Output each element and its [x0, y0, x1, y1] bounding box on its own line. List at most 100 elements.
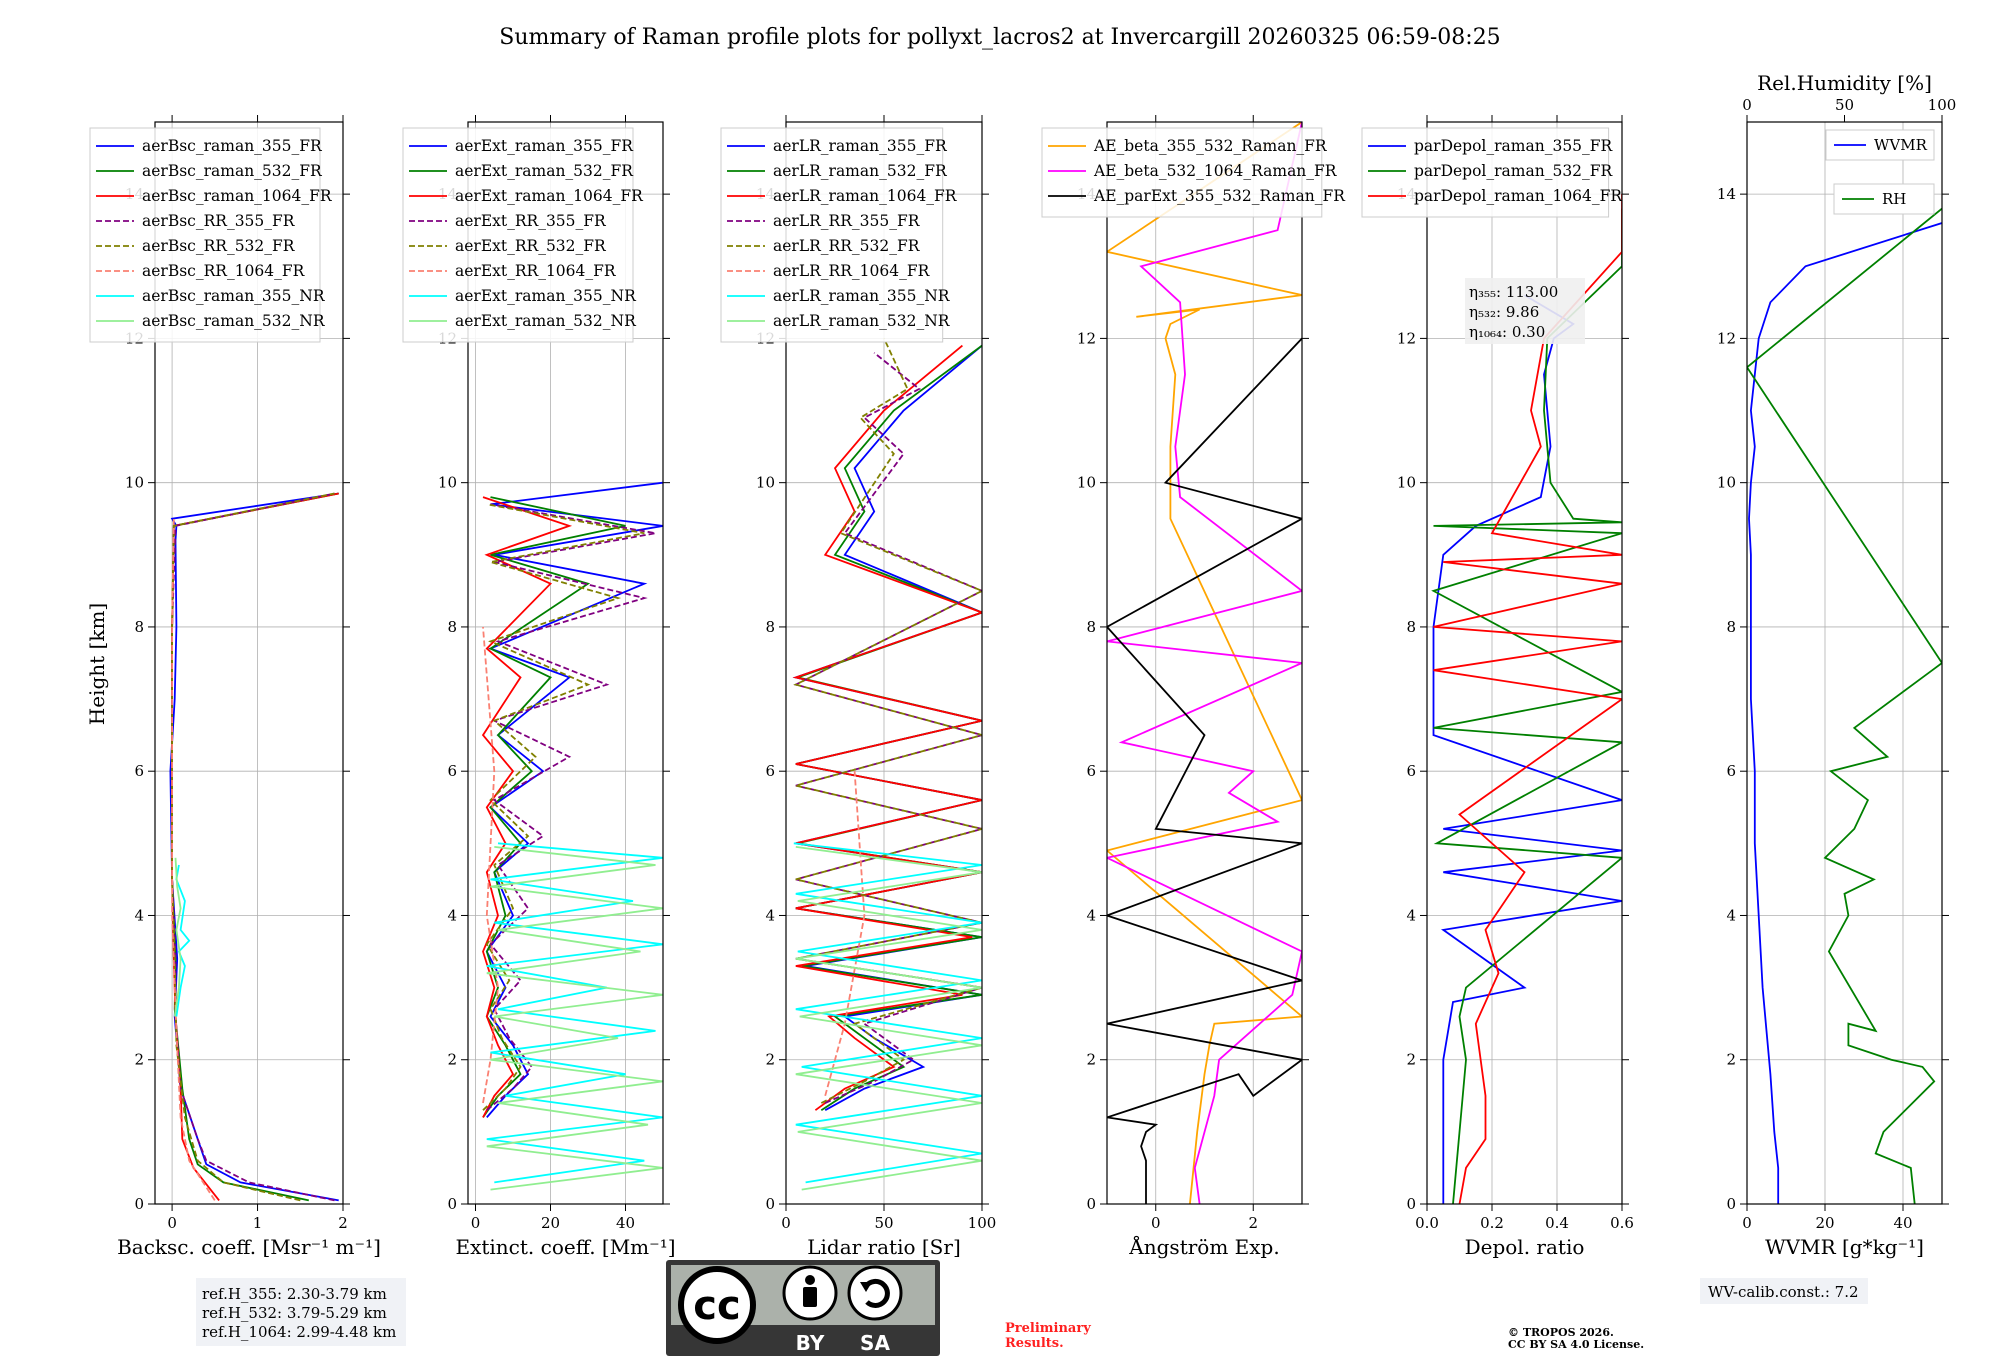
y-tick-label: 12	[1397, 329, 1416, 347]
ref-height-1064: ref.H_1064: 2.99-4.48 km	[202, 1323, 396, 1341]
series-aerext-raman-532-nr	[486, 846, 663, 1191]
series-aerbsc-raman-355-fr	[169, 492, 339, 1202]
series-aerext-raman-355-nr	[486, 842, 663, 1184]
legend-label-aerext-rr-532-fr: aerExt_RR_532_FR	[455, 237, 607, 255]
footer: ref.H_355: 2.30-3.79 km ref.H_532: 3.79-…	[196, 1260, 1868, 1356]
legend-label-aerlr-raman-1064-fr: aerLR_raman_1064_FR	[773, 187, 958, 205]
legend-label-aerbsc-rr-355-fr: aerBsc_RR_355_FR	[142, 212, 296, 230]
series-group	[169, 492, 339, 1202]
series-aerext-rr-532-fr	[482, 503, 645, 1111]
legend: parDepol_raman_355_FR parDepol_raman_532_…	[1361, 127, 1623, 218]
panel-frame	[154, 121, 344, 1205]
legend: aerBsc_raman_355_FR aerBsc_raman_532_FRae…	[89, 127, 333, 343]
top-x-tick-label: 100	[1928, 96, 1957, 114]
cc-circle-icon	[678, 1266, 756, 1344]
x-tick-label: 2	[1248, 1214, 1258, 1232]
y-tick-label: 4	[1086, 906, 1096, 924]
copyright-line: CC BY SA 4.0 License.	[1508, 1338, 1644, 1351]
series-aerbsc-rr-355-fr	[171, 492, 335, 1202]
y-tick-label: 10	[756, 474, 775, 492]
legend-label-aerlr-raman-355-fr: aerLR_raman_355_FR	[773, 137, 948, 155]
series-aerbsc-raman-355-nr	[175, 864, 191, 1017]
panel-wv: 0 2 4 6 8 10 12 14 0 20 40 WVMR [g*kg⁻¹] 0 50 100Rel.H…	[1717, 71, 1956, 1259]
x-tick-label: 40	[1893, 1214, 1912, 1232]
y-tick-label: 0	[1086, 1195, 1096, 1213]
legend-label-ae-beta-355-532-raman-fr: AE_beta_355_532_Raman_FR	[1093, 137, 1328, 155]
series-group	[792, 338, 982, 1191]
y-tick-label: 12	[1717, 329, 1736, 347]
legend: aerLR_raman_355_FR aerLR_raman_532_FR aerL…	[720, 127, 958, 343]
panel-backscatter: 02468101214012Backsc. coeff. [Msr⁻¹ m⁻¹]…	[89, 115, 381, 1259]
legend-box	[89, 127, 321, 343]
x-axis-label: Lidar ratio [Sr]	[807, 1235, 961, 1259]
legend-label-aerext-raman-355-fr: aerExt_raman_355_FR	[455, 137, 634, 155]
y-tick-label: 8	[1086, 618, 1096, 636]
series-group	[1747, 207, 1942, 1204]
y-tick-label: 10	[125, 474, 144, 492]
x-tick-label: 0.0	[1415, 1214, 1439, 1232]
y-tick-label: 10	[438, 474, 457, 492]
series-pardepol-raman-1064-fr	[1433, 194, 1622, 1204]
x-tick-label: 40	[616, 1214, 635, 1232]
panel-lidar_ratio: 02468101214050100Lidar ratio [Sr]aerLR_r…	[720, 115, 996, 1259]
x-axis-label: Depol. ratio	[1465, 1235, 1585, 1259]
legend: AE_beta_355_532_Raman_FR AE_beta_532_1064…	[1041, 127, 1346, 218]
copyright-line: © TROPOS 2026.	[1508, 1326, 1614, 1339]
y-tick-label: 0	[447, 1195, 457, 1213]
series-aerext-raman-355-fr	[485, 481, 663, 1118]
y-tick-label: 14	[1717, 185, 1736, 203]
cc-license-logo: cc BY SA	[666, 1260, 940, 1356]
legend-label-aerext-rr-1064-fr: aerExt_RR_1064_FR	[455, 262, 617, 280]
panel-frame	[467, 121, 664, 1205]
legend-label-aerlr-raman-532-fr: aerLR_raman_532_FR	[773, 162, 948, 180]
legend-label-aerext-raman-1064-fr: aerExt_raman_1064_FR	[455, 187, 644, 205]
legend-label-aerbsc-raman-355-nr: aerBsc_raman_355_NR	[142, 287, 326, 305]
x-axis-label: WVMR [g*kg⁻¹]	[1765, 1235, 1924, 1259]
preliminary-note: Preliminary Results.	[1005, 1321, 1091, 1351]
series-aerlr-raman-355-nr	[793, 842, 982, 1184]
y-tick-label: 4	[1406, 906, 1416, 924]
series-rh	[1747, 207, 1942, 1204]
sa-label: SA	[860, 1331, 890, 1355]
y-tick-label: 6	[134, 762, 144, 780]
y-tick-label: 10	[1717, 474, 1736, 492]
legend-label-pardepol-raman-1064-fr: parDepol_raman_1064_FR	[1414, 187, 1623, 205]
figure-title: Summary of Raman profile plots for polly…	[499, 25, 1500, 50]
panel-frame	[1426, 121, 1623, 1205]
y-tick-label: 2	[447, 1051, 457, 1069]
y-tick-label: 0	[134, 1195, 144, 1213]
legend: aerExt_raman_355_FR aerExt_raman_532_FRae…	[402, 127, 644, 343]
y-tick-label: 6	[1406, 762, 1416, 780]
y-tick-label: 2	[1406, 1051, 1416, 1069]
series-pardepol-raman-355-fr	[1432, 294, 1622, 1204]
x-tick-label: 0.4	[1545, 1214, 1569, 1232]
top-x-axis-label: Rel.Humidity [%]	[1757, 71, 1932, 95]
y-tick-label: 6	[1726, 762, 1736, 780]
legend-label-aerext-raman-532-fr: aerExt_raman_532_FR	[455, 162, 634, 180]
y-tick-label: 2	[1726, 1051, 1736, 1069]
series-aerbsc-raman-532-fr	[171, 492, 339, 1202]
y-tick-label: 8	[765, 618, 775, 636]
x-tick-label: 20	[1815, 1214, 1834, 1232]
legend-label-aerlr-rr-1064-fr: aerLR_RR_1064_FR	[773, 262, 931, 280]
series-aerext-rr-1064-fr	[482, 626, 499, 1104]
series-aerbsc-rr-1064-fr	[171, 518, 216, 1201]
series-aerlr-raman-532-nr	[795, 846, 982, 1191]
series-aerext-rr-355-fr	[486, 503, 656, 1111]
panel-angstrom: 0246810121402Ångström Exp.AE_beta_355_53…	[1041, 115, 1346, 1259]
y-tick-label: 8	[1406, 618, 1416, 636]
series-aerlr-rr-1064-fr	[824, 771, 866, 1097]
top-x-tick-label: 50	[1835, 96, 1854, 114]
x-tick-label: 0.2	[1480, 1214, 1504, 1232]
panel-extinction: 0246810121402040Extinct. coeff. [Mm⁻¹]ae…	[402, 115, 676, 1259]
legend-label-ae-parext-355-532-raman-fr: AE_parExt_355_532_Raman_FR	[1093, 187, 1346, 205]
legend-label-aerlr-raman-532-nr: aerLR_raman_532_NR	[773, 312, 951, 330]
y-tick-label: 6	[765, 762, 775, 780]
legend-box	[720, 127, 944, 343]
y-tick-label: 0	[765, 1195, 775, 1213]
x-axis-label: Extinct. coeff. [Mm⁻¹]	[455, 1235, 675, 1259]
y-tick-label: 4	[447, 906, 457, 924]
legend-label-aerext-raman-355-nr: aerExt_raman_355_NR	[455, 287, 637, 305]
